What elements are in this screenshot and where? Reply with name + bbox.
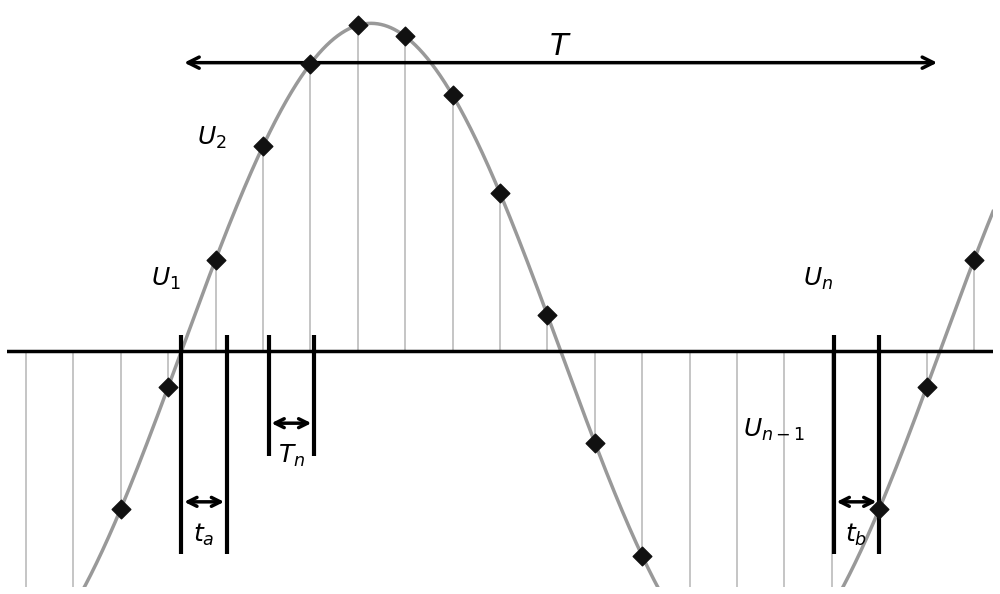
Text: $T$: $T$ — [549, 31, 572, 62]
Point — [445, 90, 461, 100]
Point — [871, 504, 887, 514]
Point — [208, 255, 224, 264]
Point — [255, 141, 271, 151]
Point — [634, 551, 650, 561]
Text: $U_{n-1}$: $U_{n-1}$ — [743, 416, 805, 443]
Point — [492, 188, 508, 198]
Text: $U_1$: $U_1$ — [151, 266, 181, 292]
Text: $U_2$: $U_2$ — [197, 125, 226, 151]
Point — [919, 383, 935, 392]
Point — [397, 31, 413, 41]
Point — [302, 59, 318, 69]
Text: $t_b$: $t_b$ — [845, 522, 868, 548]
Point — [587, 438, 603, 447]
Text: $U_n$: $U_n$ — [803, 266, 834, 292]
Point — [539, 310, 555, 320]
Point — [966, 255, 982, 264]
Point — [113, 504, 129, 514]
Text: $T_n$: $T_n$ — [278, 443, 305, 469]
Point — [350, 21, 366, 30]
Text: $t_a$: $t_a$ — [193, 522, 215, 548]
Point — [160, 383, 176, 392]
